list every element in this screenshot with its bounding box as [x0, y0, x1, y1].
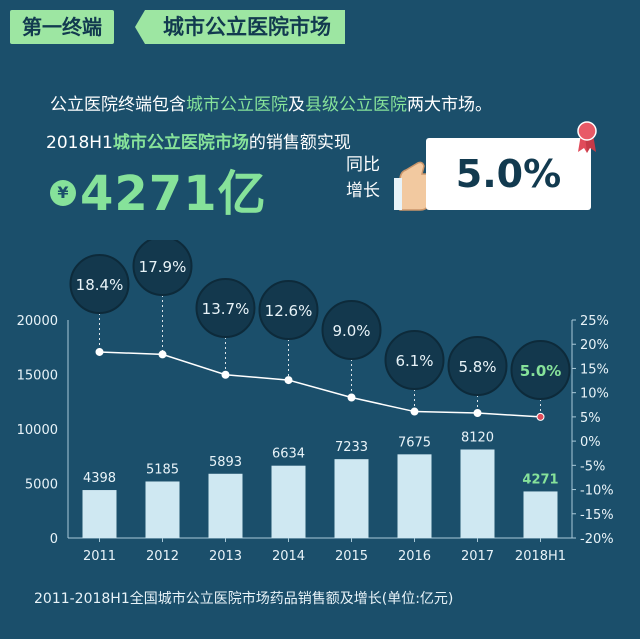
x-tick-label: 2018H1 — [515, 549, 566, 564]
sales-bar — [397, 454, 432, 538]
right-tick-label: 10% — [580, 387, 609, 402]
sales-value: 4271亿 — [80, 166, 267, 222]
headline-highlight: 城市公立医院市场 — [112, 133, 249, 153]
growth-line — [99, 351, 541, 418]
growth-point — [347, 393, 356, 402]
x-tick-label: 2014 — [272, 549, 305, 564]
growth-bubble — [258, 280, 319, 340]
award-ribbon-icon — [577, 121, 597, 153]
bar-value-label: 6634 — [272, 447, 305, 462]
left-tick-label: 0 — [50, 532, 58, 547]
yoy-card: 5.0% — [426, 138, 591, 210]
chart-caption: 2011-2018H1全国城市公立医院市场药品销售额及增长(单位:亿元) — [34, 591, 454, 607]
growth-point — [95, 347, 104, 356]
yen-icon: ¥ — [50, 180, 76, 206]
right-tick-label: 5% — [580, 411, 601, 426]
right-tick-label: 20% — [580, 338, 609, 353]
left-tick-label: 5000 — [25, 478, 58, 493]
growth-bubble — [69, 254, 130, 314]
sales-bar — [82, 490, 117, 538]
growth-point — [221, 370, 230, 379]
bar-value-label: 8120 — [461, 430, 494, 445]
yoy-label-line1: 同比 — [346, 155, 380, 175]
growth-bubble — [510, 340, 571, 400]
x-tick-label: 2011 — [83, 549, 116, 564]
intro-text-part: 及 — [288, 95, 305, 115]
right-tick-label: 0% — [580, 435, 601, 450]
left-tick-label: 10000 — [17, 423, 58, 438]
growth-bubble — [321, 300, 382, 360]
growth-value-label: 6.1% — [395, 352, 433, 370]
bar-value-label: 4271 — [522, 472, 558, 487]
x-tick-label: 2017 — [461, 549, 494, 564]
growth-value-label: 12.6% — [265, 302, 313, 320]
headline-prefix: 2018H1 — [46, 133, 113, 153]
growth-value-label: 17.9% — [139, 258, 187, 276]
bar-value-label: 4398 — [83, 471, 116, 486]
intro-text-part: 公立医院终端包含 — [50, 95, 186, 115]
right-tick-label: -15% — [580, 508, 614, 523]
yoy-label: 同比 增长 — [346, 152, 380, 204]
right-tick-label: 25% — [580, 314, 609, 329]
growth-bubble — [132, 240, 193, 296]
growth-point — [158, 350, 167, 359]
right-tick-label: -10% — [580, 484, 614, 499]
sales-bar — [145, 481, 180, 538]
growth-value-label: 5.8% — [458, 358, 496, 376]
growth-bubble — [195, 278, 256, 338]
growth-bubble — [384, 330, 445, 390]
x-tick-label: 2015 — [335, 549, 368, 564]
right-tick-label: -20% — [580, 532, 614, 547]
x-tick-label: 2016 — [398, 549, 431, 564]
growth-value-label: 5.0% — [520, 362, 562, 380]
intro-highlight-city: 城市公立医院 — [186, 95, 288, 115]
yoy-value: 5.0% — [455, 152, 562, 196]
section-tag: 第一终端 — [10, 10, 114, 44]
growth-point — [284, 376, 293, 385]
growth-bubble — [447, 336, 508, 396]
bar-value-label: 5185 — [146, 462, 179, 477]
growth-point — [536, 412, 545, 421]
growth-value-label: 9.0% — [332, 322, 370, 340]
bar-value-label: 5893 — [209, 455, 242, 470]
section-title: 城市公立医院市场 — [135, 10, 345, 44]
sales-growth-chart: 0 5000 10000 15000 20000 -20% -15% -10% -5% 0% 5% 1… — [17, 240, 614, 564]
x-tick-label: 2012 — [146, 549, 179, 564]
sales-bar — [208, 473, 243, 538]
yoy-label-line2: 增长 — [346, 181, 380, 201]
headline-suffix: 的销售额实现 — [248, 133, 351, 153]
x-tick-label: 2013 — [209, 549, 242, 564]
growth-point — [410, 407, 419, 416]
sales-bar — [271, 465, 306, 538]
growth-value-label: 13.7% — [202, 300, 250, 318]
right-tick-label: 15% — [580, 362, 609, 377]
sales-bar — [523, 491, 558, 538]
growth-value-label: 18.4% — [76, 276, 124, 294]
sales-bar — [334, 459, 369, 538]
bar-value-label: 7233 — [335, 440, 368, 455]
growth-point — [473, 409, 482, 418]
left-tick-label: 20000 — [17, 314, 58, 329]
bar-value-label: 7675 — [398, 435, 431, 450]
headline: 2018H1城市公立医院市场的销售额实现 — [46, 128, 351, 153]
intro-text: 公立医院终端包含城市公立医院及县级公立医院两大市场。 — [50, 90, 492, 115]
left-tick-label: 15000 — [17, 369, 58, 384]
sales-bar — [460, 449, 495, 538]
intro-highlight-county: 县级公立医院 — [305, 95, 407, 115]
intro-text-part: 两大市场。 — [407, 95, 492, 115]
right-tick-label: -5% — [580, 459, 605, 474]
